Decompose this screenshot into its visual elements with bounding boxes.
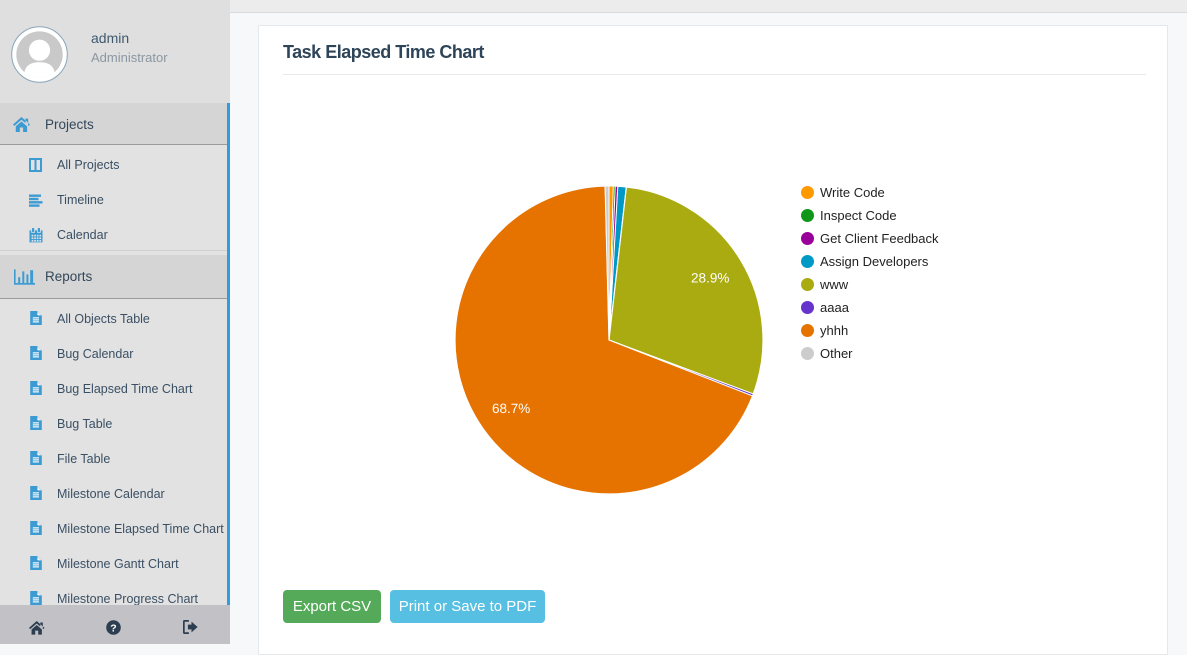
svg-text:?: ? — [110, 622, 116, 634]
svg-text:28.9%: 28.9% — [691, 271, 729, 286]
svg-text:68.7%: 68.7% — [492, 401, 530, 416]
